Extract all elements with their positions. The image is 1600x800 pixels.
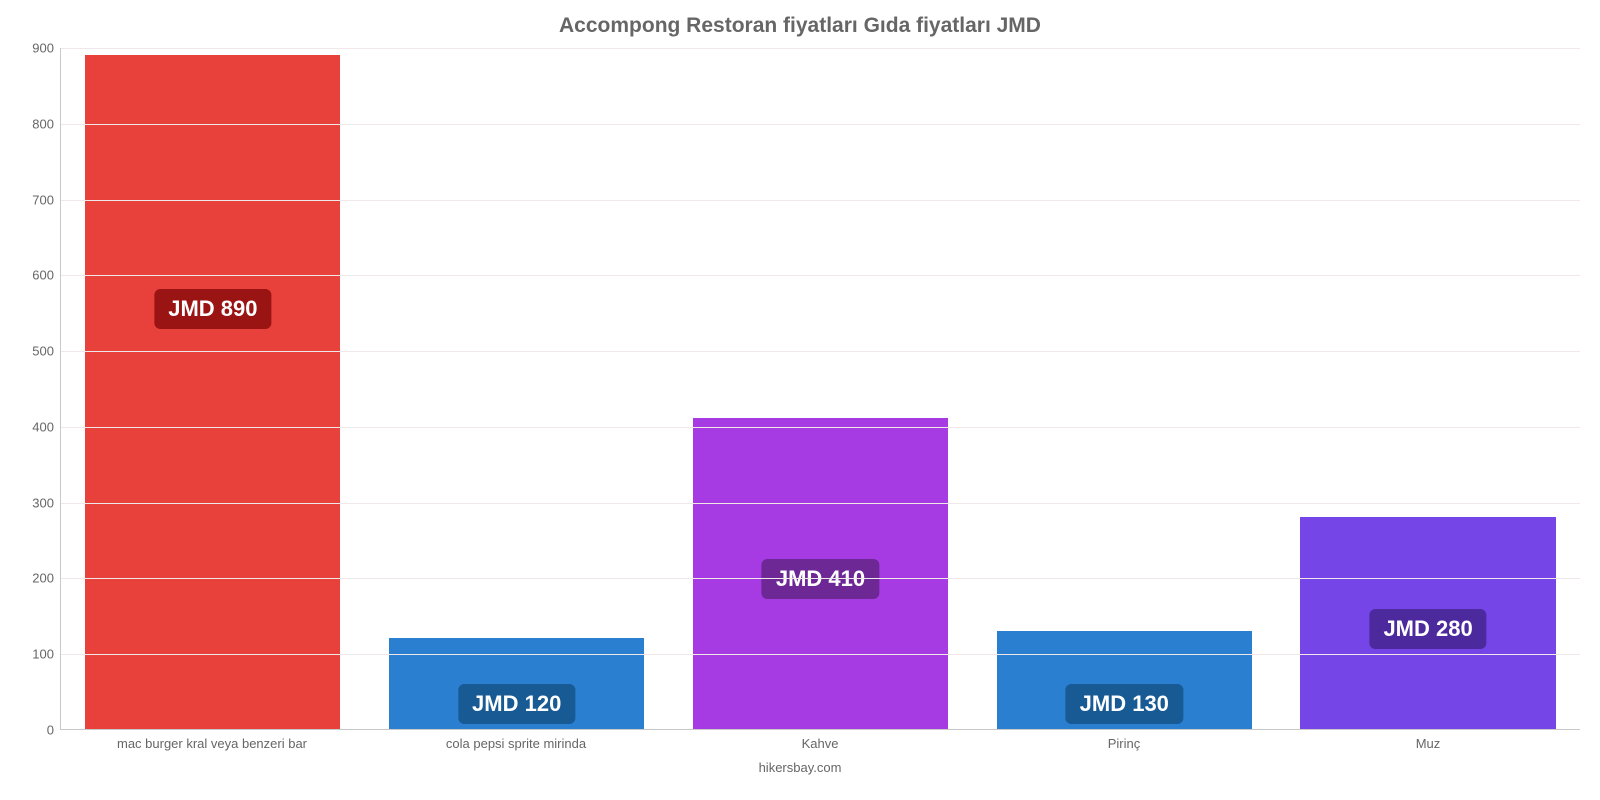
y-tick-label: 900 <box>6 41 54 56</box>
grid-line <box>61 351 1580 352</box>
y-tick-label: 0 <box>6 723 54 738</box>
y-tick-label: 600 <box>6 268 54 283</box>
bar-slot: JMD 130 <box>972 48 1276 729</box>
y-tick-label: 500 <box>6 344 54 359</box>
grid-line <box>61 275 1580 276</box>
y-tick-label: 700 <box>6 192 54 207</box>
x-axis-labels: mac burger kral veya benzeri barcola pep… <box>60 736 1580 751</box>
price-bar-chart: Accompong Restoran fiyatları Gıda fiyatl… <box>0 0 1600 800</box>
grid-line <box>61 427 1580 428</box>
x-axis-label: Kahve <box>668 736 972 751</box>
plot-area: JMD 890 JMD 120 JMD 410 JMD 130 JMD 280 <box>60 48 1580 730</box>
grid-line <box>61 654 1580 655</box>
bar-slot: JMD 120 <box>365 48 669 729</box>
x-axis-label: Pirinç <box>972 736 1276 751</box>
bar: JMD 280 <box>1300 517 1555 729</box>
chart-title: Accompong Restoran fiyatları Gıda fiyatl… <box>0 14 1600 38</box>
grid-line <box>61 200 1580 201</box>
x-axis-label: cola pepsi sprite mirinda <box>364 736 668 751</box>
bar: JMD 130 <box>997 631 1252 730</box>
y-tick-label: 300 <box>6 495 54 510</box>
y-tick-label: 800 <box>6 116 54 131</box>
grid-line <box>61 503 1580 504</box>
grid-line <box>61 48 1580 49</box>
bar: JMD 120 <box>389 638 644 729</box>
y-tick-label: 200 <box>6 571 54 586</box>
bar: JMD 890 <box>85 55 340 729</box>
bar: JMD 410 <box>693 418 948 729</box>
y-tick-label: 400 <box>6 419 54 434</box>
bar-value-badge: JMD 890 <box>154 289 271 329</box>
chart-footer-credit: hikersbay.com <box>0 760 1600 775</box>
grid-line <box>61 124 1580 125</box>
bar-slot: JMD 410 <box>669 48 973 729</box>
y-tick-label: 100 <box>6 647 54 662</box>
x-axis-label: Muz <box>1276 736 1580 751</box>
bar-value-badge: JMD 120 <box>458 684 575 724</box>
bar-slot: JMD 890 <box>61 48 365 729</box>
bars-row: JMD 890 JMD 120 JMD 410 JMD 130 JMD 280 <box>61 48 1580 729</box>
grid-line <box>61 578 1580 579</box>
x-axis-label: mac burger kral veya benzeri bar <box>60 736 364 751</box>
bar-value-badge: JMD 130 <box>1066 684 1183 724</box>
bar-slot: JMD 280 <box>1276 48 1580 729</box>
bar-value-badge: JMD 280 <box>1369 609 1486 649</box>
